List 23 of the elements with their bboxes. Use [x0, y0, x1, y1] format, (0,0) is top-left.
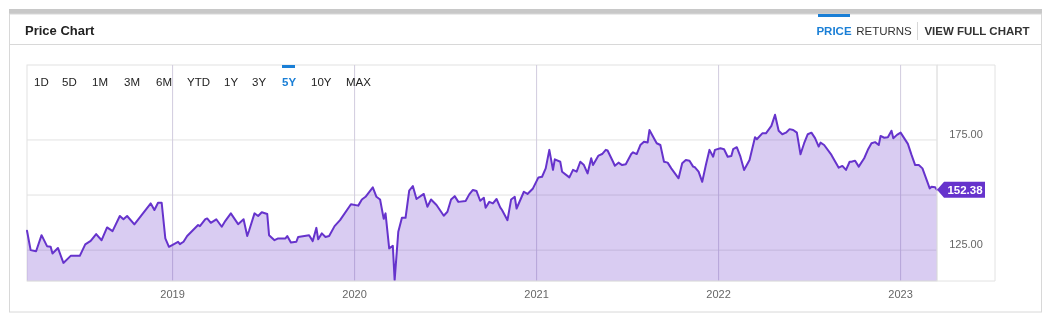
annotation: 5Y — [282, 76, 297, 88]
annotation: 3M — [124, 76, 140, 88]
annotation: 1D — [34, 76, 49, 88]
annotation: 5D — [62, 76, 77, 88]
annotation: 152.38 — [947, 183, 984, 196]
annotation: 1M — [92, 76, 108, 88]
annotation: YTD — [187, 76, 210, 88]
annotation: 6M — [156, 76, 172, 88]
x-tick-label: 2020 — [342, 288, 367, 300]
annotation: 3Y — [252, 76, 267, 88]
text: RETURNS — [856, 25, 913, 37]
annotation: 1Y — [224, 76, 239, 88]
annotation: 10Y — [311, 76, 332, 88]
text: VIEW FULL CHART — [924, 25, 1030, 37]
x-tick-label: 2022 — [706, 288, 731, 300]
y-tick-label: 175.00 — [949, 127, 983, 140]
x-tick-label: 2021 — [524, 288, 549, 300]
annotation: MAX — [346, 76, 372, 88]
y-tick-label: 125.00 — [949, 238, 983, 251]
text: PRICE — [816, 25, 852, 37]
chart-title: Price Chart — [25, 23, 96, 38]
x-tick-label: 2023 — [888, 288, 913, 300]
x-tick-label: 2019 — [160, 288, 185, 300]
